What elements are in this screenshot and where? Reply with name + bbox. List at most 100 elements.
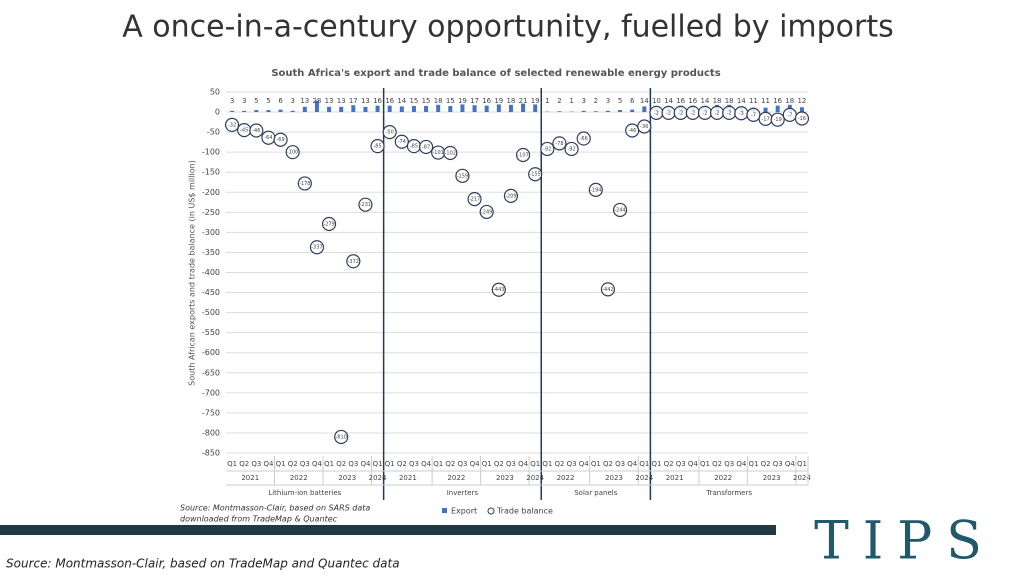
export-label: 16 (773, 97, 782, 105)
x-tick-label: Q4 (579, 460, 590, 468)
export-bar (473, 105, 477, 112)
export-bar (376, 106, 380, 112)
trade-balance-label: -46 (628, 128, 636, 134)
export-label: 14 (737, 97, 746, 105)
y-tick-label: -300 (202, 228, 220, 237)
export-label: 10 (652, 97, 661, 105)
export-label: 1 (569, 97, 573, 105)
export-label: 15 (409, 97, 418, 105)
y-tick-label: -850 (202, 449, 220, 458)
export-bar (242, 111, 246, 112)
x-tick-label: Q1 (385, 460, 395, 468)
trade-balance-label: -442 (602, 287, 613, 293)
x-tick-label: Q1 (324, 460, 334, 468)
export-bar (303, 107, 307, 112)
y-tick-label: -450 (202, 288, 220, 297)
trade-balance-label: -2 (654, 110, 659, 116)
year-label: 2023 (496, 474, 514, 482)
trade-balance-label: -178 (299, 181, 310, 187)
y-tick-label: -200 (202, 188, 220, 197)
export-label: 3 (242, 97, 246, 105)
x-tick-label: Q4 (736, 460, 747, 468)
x-tick-label: Q1 (373, 460, 383, 468)
export-label: 13 (325, 97, 334, 105)
export-label: 19 (531, 97, 540, 105)
year-label: 2023 (605, 474, 623, 482)
export-label: 3 (290, 97, 294, 105)
export-label: 3 (230, 97, 234, 105)
trade-balance-label: -17 (761, 116, 769, 122)
year-label: 2021 (241, 474, 259, 482)
trade-balance-label: -69 (276, 137, 284, 143)
export-bar (533, 104, 537, 112)
slide-title: A once-in-a-century opportunity, fuelled… (122, 10, 894, 45)
export-label: 28 (312, 97, 321, 105)
y-tick-label: -250 (202, 208, 220, 217)
export-label: 19 (458, 97, 467, 105)
year-label: 2024 (793, 474, 811, 482)
legend-label: Export (451, 507, 477, 516)
y-tick-label: -700 (202, 388, 220, 397)
export-bar (582, 111, 586, 112)
export-bar (606, 111, 610, 112)
x-tick-label: Q2 (494, 460, 504, 468)
export-label: 15 (446, 97, 455, 105)
x-tick-label: Q3 (506, 460, 516, 468)
export-bar (266, 110, 270, 112)
x-tick-label: Q2 (603, 460, 613, 468)
trade-balance-label: -19 (774, 117, 782, 123)
trade-balance-label: -16 (798, 116, 806, 122)
x-tick-label: Q1 (530, 460, 540, 468)
year-label: 2023 (763, 474, 781, 482)
y-tick-label: -650 (202, 368, 220, 377)
export-label: 14 (700, 97, 709, 105)
trade-balance-label: -78 (555, 141, 563, 147)
trade-balance-label: -101 (433, 150, 444, 156)
trade-balance-label: -92 (567, 146, 575, 152)
trade-balance-label: -2 (666, 110, 671, 116)
x-tick-label: Q3 (567, 460, 577, 468)
footer-source: Source: Montmasson-Clair, based on Trade… (6, 557, 400, 571)
export-label: 3 (581, 97, 585, 105)
x-tick-label: Q1 (748, 460, 758, 468)
export-label: 14 (397, 97, 406, 105)
trade-balance-label: -337 (311, 245, 322, 251)
export-bar (557, 111, 561, 112)
x-tick-label: Q1 (797, 460, 807, 468)
export-label: 18 (785, 97, 794, 105)
trade-balance-label: -155 (530, 172, 541, 178)
chart-source: downloaded from TradeMap & Quantec (180, 515, 338, 524)
trade-balance-label: -2 (690, 110, 695, 116)
export-bar (424, 106, 428, 112)
trade-balance-label: -74 (398, 139, 406, 145)
trade-balance-label: -2 (727, 110, 732, 116)
x-tick-label: Q3 (773, 460, 783, 468)
trade-balance-label: -279 (323, 221, 334, 227)
export-bar (279, 110, 283, 112)
legend-label: Trade balance (496, 507, 553, 516)
trade-balance-label: -36 (640, 124, 648, 130)
year-label: 2021 (666, 474, 684, 482)
x-tick-label: Q2 (712, 460, 722, 468)
x-tick-label: Q2 (397, 460, 407, 468)
y-tick-label: -100 (202, 148, 220, 157)
trade-balance-label: -100 (287, 150, 298, 156)
trade-balance-label: -107 (517, 152, 528, 158)
group-label: Transformers (705, 489, 752, 497)
trade-balance-label: -231 (360, 202, 371, 208)
export-label: 17 (349, 97, 358, 105)
chart-title: South Africa's export and trade balance … (271, 68, 720, 79)
export-label: 13 (300, 97, 309, 105)
export-label: 5 (618, 97, 622, 105)
group-label: Inverters (447, 489, 479, 497)
year-label: 2023 (338, 474, 356, 482)
trade-balance-label: -46 (252, 128, 260, 134)
trade-balance-label: -194 (590, 187, 601, 193)
export-label: 6 (630, 97, 635, 105)
y-tick-label: -750 (202, 408, 220, 417)
trade-balance-label: -2 (715, 110, 720, 116)
export-bar (339, 107, 343, 112)
export-label: 16 (385, 97, 394, 105)
y-tick-label: -500 (202, 308, 220, 317)
x-tick-label: Q1 (276, 460, 286, 468)
